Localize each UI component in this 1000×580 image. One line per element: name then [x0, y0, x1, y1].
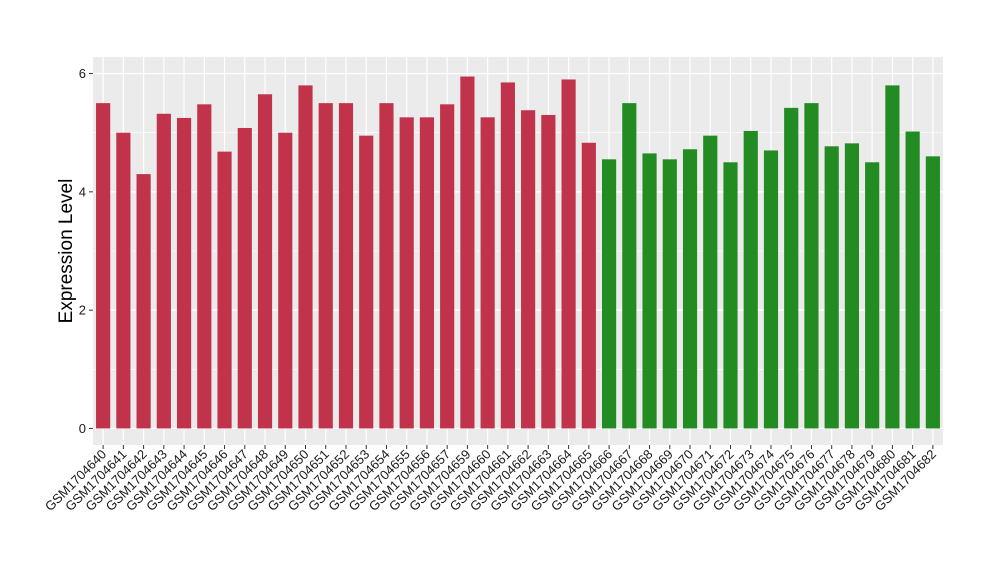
- bar-GSM1704661: [500, 82, 515, 429]
- bar-GSM1704647: [237, 127, 252, 429]
- bar-GSM1704680: [885, 85, 900, 429]
- y-axis: 0 2 4 6: [79, 66, 93, 436]
- bar-GSM1704671: [703, 135, 718, 429]
- bar-GSM1704681: [905, 131, 920, 429]
- bar-GSM1704641: [116, 132, 131, 429]
- bar-GSM1704669: [662, 159, 677, 429]
- bar-GSM1704644: [176, 117, 192, 429]
- bar-GSM1704660: [480, 117, 495, 429]
- bar-GSM1704659: [460, 76, 475, 429]
- bar-GSM1704640: [96, 103, 111, 429]
- bar-GSM1704676: [804, 103, 819, 429]
- bars: [96, 76, 940, 429]
- bar-GSM1704648: [257, 94, 273, 429]
- bar-GSM1704645: [197, 104, 212, 429]
- y-tick-label: 4: [79, 184, 86, 199]
- bar-GSM1704649: [278, 132, 293, 429]
- y-tick-label: 6: [79, 66, 86, 81]
- bar-GSM1704652: [338, 103, 354, 429]
- bar-GSM1704653: [359, 135, 374, 429]
- bar-GSM1704677: [824, 146, 839, 429]
- y-tick-label: 2: [79, 303, 86, 318]
- bar-GSM1704642: [136, 174, 151, 429]
- bar-GSM1704679: [865, 162, 880, 429]
- bar-GSM1704668: [642, 153, 657, 429]
- bar-GSM1704662: [521, 110, 536, 429]
- bar-GSM1704650: [298, 85, 313, 429]
- bar-GSM1704664: [561, 79, 576, 429]
- x-axis: GSM1704640GSM1704641GSM1704642GSM1704643…: [42, 445, 939, 514]
- bar-GSM1704682: [925, 156, 940, 429]
- bar-GSM1704674: [763, 150, 779, 429]
- bar-GSM1704655: [399, 117, 414, 429]
- bar-GSM1704663: [541, 114, 556, 429]
- bar-GSM1704673: [743, 130, 758, 429]
- bar-GSM1704656: [419, 117, 435, 429]
- bar-GSM1704654: [379, 103, 394, 429]
- bar-GSM1704678: [844, 143, 860, 429]
- y-axis-title: Expression Level: [56, 179, 77, 324]
- bar-GSM1704665: [581, 142, 596, 429]
- bar-GSM1704672: [723, 162, 738, 429]
- bar-GSM1704666: [601, 159, 617, 429]
- bar-GSM1704657: [440, 104, 455, 429]
- bar-GSM1704643: [156, 113, 171, 429]
- bar-GSM1704667: [622, 103, 637, 429]
- bar-GSM1704646: [217, 151, 232, 429]
- y-tick-label: 0: [79, 421, 86, 436]
- bar-GSM1704670: [682, 149, 698, 429]
- bar-GSM1704675: [784, 107, 799, 429]
- bar-GSM1704651: [318, 103, 333, 429]
